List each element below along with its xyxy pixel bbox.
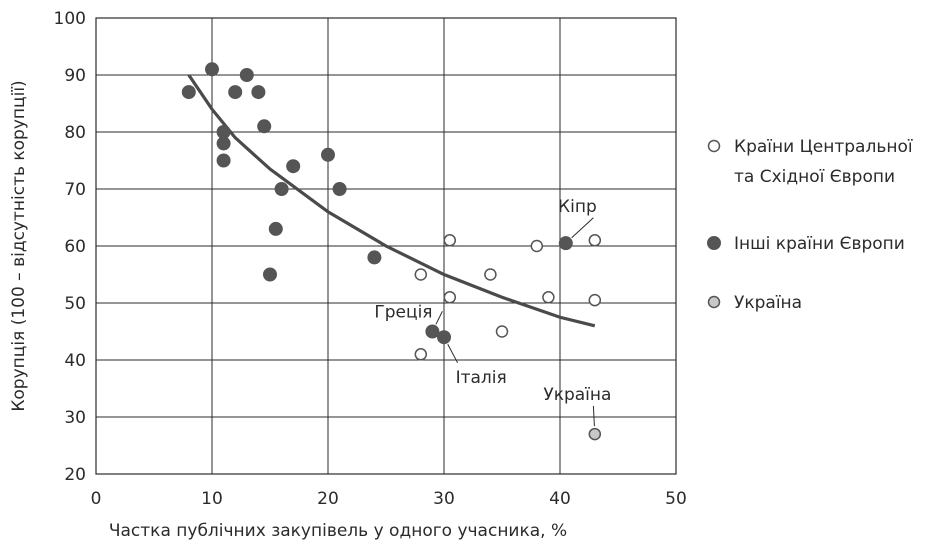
data-point: [588, 427, 602, 441]
data-point: [268, 221, 283, 236]
x-tick-label: 40: [549, 489, 571, 509]
annotation-leader: [592, 405, 595, 427]
x-tick-label: 20: [317, 489, 339, 509]
annotation-leader: [571, 217, 594, 239]
x-tick-label: 10: [201, 489, 223, 509]
y-tick-label: 20: [64, 465, 86, 485]
y-tick-label: 30: [64, 408, 86, 428]
data-point: [437, 330, 451, 345]
data-point: [484, 268, 497, 281]
x-axis-title: Частка публічних закупівель у одного уча…: [109, 521, 567, 541]
legend-marker: [707, 236, 721, 250]
y-tick-label: 90: [64, 66, 86, 86]
legend: Країни Центральної та Східної Європи Інші …: [707, 137, 913, 313]
data-point: [321, 147, 335, 162]
annotations: Кіпр Греція Італія Україна: [374, 197, 611, 405]
annotation-leader: [447, 344, 459, 364]
data-point: [181, 85, 196, 100]
data-point: [443, 291, 457, 304]
data-point: [495, 325, 509, 338]
legend-label: Інші країни Європи: [734, 234, 905, 254]
data-point: [414, 268, 428, 281]
data-point: [251, 85, 266, 100]
annotation-leader: [435, 311, 443, 325]
data-point: [443, 234, 457, 247]
data-point: [414, 348, 428, 361]
legend-label: Країни Центральної: [734, 137, 913, 157]
data-point: [332, 182, 347, 196]
data-point: [530, 239, 544, 253]
y-tick-label: 80: [64, 123, 86, 143]
x-tick-label: 30: [433, 489, 455, 509]
data-point: [274, 182, 289, 196]
data-points: [181, 62, 602, 441]
data-point: [239, 68, 254, 82]
annotation-label: Греція: [374, 302, 432, 322]
data-point: [286, 159, 301, 174]
data-point: [228, 85, 243, 100]
y-tick-label: 40: [64, 351, 86, 371]
x-tick-label: 0: [91, 489, 102, 509]
x-tick-label: 50: [665, 489, 687, 509]
y-axis-title: Корупція (100 – відсутність корупції): [9, 80, 29, 411]
legend-marker: [707, 295, 721, 309]
y-tick-label: 100: [54, 9, 86, 29]
legend-label: Україна: [734, 293, 802, 313]
legend-marker: [707, 139, 721, 153]
data-point: [216, 153, 231, 168]
data-point: [425, 324, 440, 339]
data-point: [558, 236, 573, 251]
data-point: [367, 250, 382, 265]
plot-frame: [95, 17, 677, 475]
data-point: [588, 293, 602, 307]
data-point: [257, 119, 272, 134]
data-point: [205, 62, 219, 77]
data-point: [542, 291, 555, 304]
annotation-label: Кіпр: [558, 197, 597, 217]
trend-line: [187, 74, 596, 328]
y-tick-label: 50: [64, 294, 86, 314]
legend-label: та Східної Європи: [734, 167, 895, 187]
data-point: [216, 136, 231, 151]
tick-labels: 0 10 20 30 40 50 20 30 40 50 60 70 80 90 100: [54, 9, 687, 509]
y-tick-label: 60: [64, 237, 86, 257]
data-point: [588, 234, 602, 247]
annotation-label: Україна: [543, 385, 611, 405]
data-point: [263, 267, 277, 282]
annotation-label: Італія: [456, 368, 507, 388]
annotation-leaders: [435, 217, 595, 427]
y-tick-label: 70: [64, 180, 86, 200]
